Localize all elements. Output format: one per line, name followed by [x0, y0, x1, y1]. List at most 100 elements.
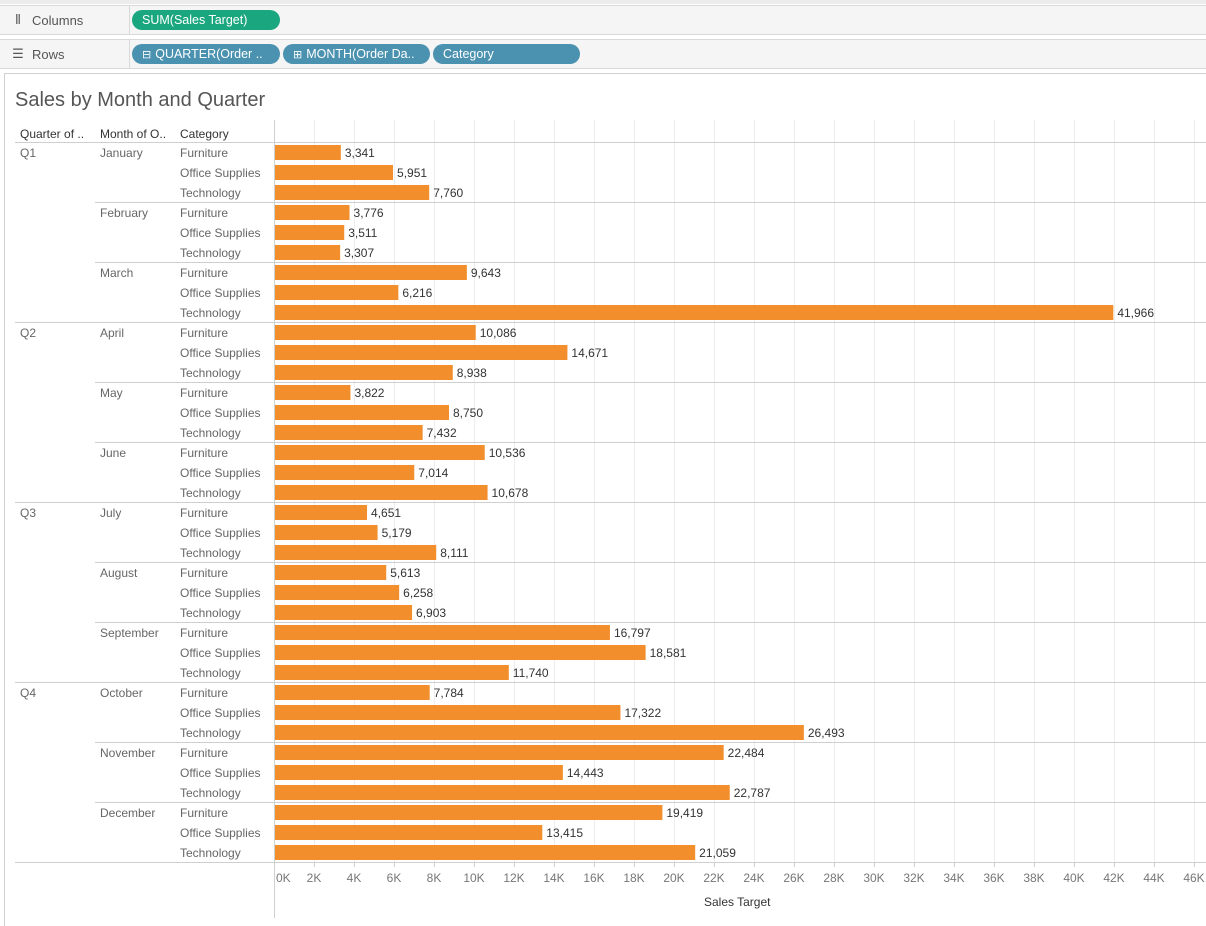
- bar-july-furniture: [275, 505, 368, 520]
- bar-september-furniture: [275, 625, 610, 640]
- category-label: Office Supplies: [180, 646, 261, 660]
- bar-april-office-supplies: [275, 345, 568, 360]
- data-label-april-1: 14,671: [571, 346, 609, 360]
- month-label-october: October: [100, 686, 143, 700]
- rows-pill-1-text: QUARTER(Order ..: [155, 47, 263, 61]
- category-label: Furniture: [180, 806, 229, 820]
- category-label: Office Supplies: [180, 586, 261, 600]
- bar-april-technology: [275, 365, 453, 380]
- data-label-december-1: 13,415: [546, 826, 583, 840]
- category-label: Furniture: [180, 626, 229, 640]
- category-label: Office Supplies: [180, 286, 261, 300]
- data-label-october-0: 7,784: [433, 686, 464, 700]
- bar-july-technology: [275, 545, 437, 560]
- bar-may-technology: [275, 425, 423, 440]
- quarter-label-q4: Q4: [20, 686, 37, 700]
- data-label-december-2: 21,059: [699, 846, 736, 860]
- bar-february-office-supplies: [275, 225, 345, 240]
- data-label-june-1: 7,014: [418, 466, 449, 480]
- data-label-october-1: 17,322: [624, 706, 662, 720]
- bar-may-office-supplies: [275, 405, 449, 420]
- category-label: Furniture: [180, 206, 229, 220]
- category-label: Office Supplies: [180, 346, 261, 360]
- rows-pill-1-expand-icon[interactable]: ⊟: [142, 49, 152, 61]
- month-label-september: September: [100, 626, 159, 640]
- header-category[interactable]: Category: [180, 127, 229, 141]
- columns-shelf[interactable]: ⫴ Columns SUM(Sales Target): [0, 5, 1206, 35]
- bar-december-technology: [275, 845, 696, 860]
- data-label-october-2: 26,493: [807, 726, 845, 740]
- rows-pill-2-expand-icon[interactable]: ⊞: [293, 49, 303, 61]
- data-label-may-0: 3,822: [354, 386, 385, 400]
- x-tick-label-28K: 28K: [823, 871, 845, 885]
- rows-pill-1[interactable]: ⊟ QUARTER(Order ..: [132, 44, 280, 64]
- x-tick-label-46K: 46K: [1183, 871, 1205, 885]
- month-label-february: February: [100, 206, 149, 220]
- rows-pill-2[interactable]: ⊞ MONTH(Order Da..: [283, 44, 430, 64]
- bar-march-office-supplies: [275, 285, 399, 300]
- category-label: Technology: [180, 546, 241, 560]
- category-label: Office Supplies: [180, 406, 261, 420]
- rows-shelf[interactable]: ☰ Rows ⊟ QUARTER(Order .. ⊞ MONTH(Order Da.…: [0, 39, 1206, 69]
- month-label-june: June: [100, 446, 127, 460]
- data-label-february-1: 3,511: [348, 226, 378, 240]
- x-tick-label-42K: 42K: [1103, 871, 1125, 885]
- month-label-march: March: [100, 266, 134, 280]
- rows-pill-3[interactable]: Category: [433, 44, 580, 64]
- bar-august-technology: [275, 605, 413, 620]
- data-label-july-2: 8,111: [440, 546, 469, 560]
- category-label: Office Supplies: [180, 526, 261, 540]
- data-label-march-0: 9,643: [470, 266, 501, 280]
- category-label: Office Supplies: [180, 166, 261, 180]
- month-label-april: April: [100, 326, 125, 340]
- columns-icon: ⫴: [15, 12, 21, 27]
- rows-shelf-label: ☰ Rows: [0, 40, 130, 68]
- bar-june-technology: [275, 485, 488, 500]
- data-label-november-2: 22,787: [733, 786, 771, 800]
- header-month[interactable]: Month of O..: [100, 127, 167, 141]
- data-label-february-0: 3,776: [353, 206, 384, 220]
- bar-october-furniture: [275, 685, 430, 700]
- x-axis-title: Sales Target: [704, 895, 771, 909]
- rows-pill-2-text: MONTH(Order Da..: [306, 47, 415, 61]
- x-tick-label-22K: 22K: [703, 871, 725, 885]
- category-label: Furniture: [180, 266, 229, 280]
- category-label: Office Supplies: [180, 226, 261, 240]
- data-label-august-1: 6,258: [403, 586, 434, 600]
- columns-pill-1[interactable]: SUM(Sales Target): [132, 10, 280, 30]
- data-label-august-0: 5,613: [390, 566, 421, 580]
- x-tick-label-44K: 44K: [1143, 871, 1165, 885]
- category-label: Furniture: [180, 746, 229, 760]
- bar-september-technology: [275, 665, 509, 680]
- x-tick-label-4K: 4K: [346, 871, 362, 885]
- data-label-march-2: 41,966: [1117, 306, 1155, 320]
- data-label-february-2: 3,307: [344, 246, 375, 260]
- category-label: Furniture: [180, 506, 229, 520]
- quarter-label-q2: Q2: [20, 326, 37, 340]
- columns-pill-1-text: SUM(Sales Target): [142, 13, 248, 27]
- header-quarter[interactable]: Quarter of ..: [20, 127, 85, 141]
- month-label-may: May: [100, 386, 123, 400]
- x-tick-label-36K: 36K: [983, 871, 1005, 885]
- bar-january-furniture: [275, 145, 341, 160]
- data-label-november-0: 22,484: [727, 746, 765, 760]
- x-tick-label-8K: 8K: [426, 871, 442, 885]
- x-tick-label-16K: 16K: [583, 871, 605, 885]
- data-label-august-2: 6,903: [416, 606, 447, 620]
- columns-shelf-label: ⫴ Columns: [0, 6, 130, 34]
- bar-january-technology: [275, 185, 430, 200]
- rows-pill-3-text: Category: [443, 47, 494, 61]
- bar-march-technology: [275, 305, 1114, 320]
- month-label-november: November: [100, 746, 156, 760]
- data-label-september-1: 18,581: [649, 646, 687, 660]
- x-tick-label-26K: 26K: [783, 871, 805, 885]
- bar-october-office-supplies: [275, 705, 621, 720]
- bar-august-furniture: [275, 565, 387, 580]
- data-label-january-0: 3,341: [344, 146, 375, 160]
- month-label-december: December: [100, 806, 156, 820]
- x-tick-label-24K: 24K: [743, 871, 765, 885]
- worksheet-area: [4, 73, 1206, 926]
- data-label-june-0: 10,536: [488, 446, 526, 460]
- x-tick-label-2K: 2K: [306, 871, 322, 885]
